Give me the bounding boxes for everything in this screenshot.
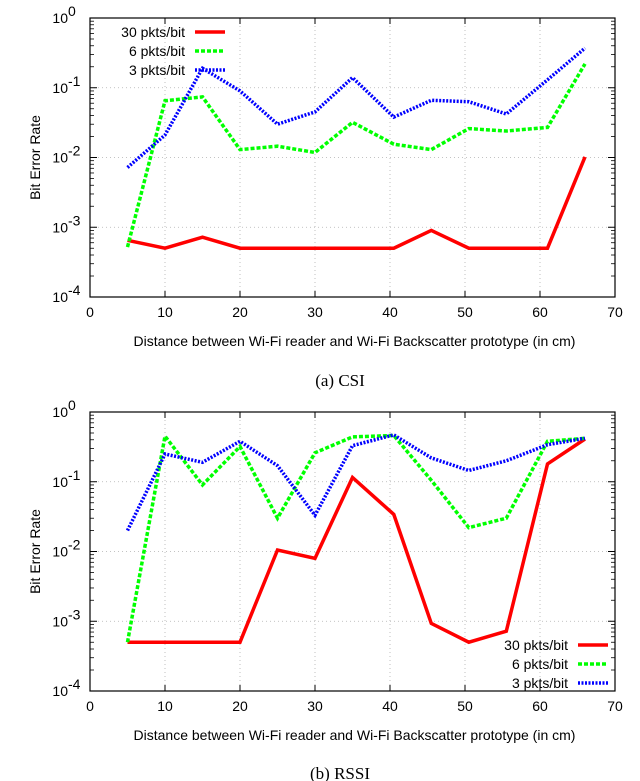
x-tick-label: 20 <box>232 304 248 320</box>
series-line-2 <box>125 432 586 643</box>
x-tick-label: 0 <box>86 698 94 714</box>
y-axis-label: Bit Error Rate <box>27 115 43 200</box>
y-tick-label: 10 <box>52 10 68 26</box>
y-tick-label: 10 <box>52 219 68 235</box>
x-tick-label: 50 <box>457 304 473 320</box>
y-tick-label-exponent: -4 <box>68 676 81 692</box>
x-tick-label: 40 <box>382 304 398 320</box>
legend-label: 3 pkts/bit <box>129 62 185 78</box>
series-line-2 <box>125 63 587 248</box>
x-tick-label: 10 <box>157 304 173 320</box>
x-tick-label: 70 <box>607 698 623 714</box>
y-tick-label: 10 <box>52 404 68 420</box>
series-line-3 <box>125 433 586 532</box>
x-tick-label: 70 <box>607 304 623 320</box>
y-tick-label-exponent: 0 <box>68 397 76 413</box>
series-line-1 <box>127 437 586 645</box>
y-tick-label: 10 <box>52 683 68 699</box>
x-tick-label: 20 <box>232 698 248 714</box>
y-tick-label: 10 <box>52 613 68 629</box>
y-axis-label: Bit Error Rate <box>27 509 43 594</box>
x-tick-label: 10 <box>157 698 173 714</box>
x-tick-label: 40 <box>382 698 398 714</box>
y-tick-label-exponent: -1 <box>68 467 81 483</box>
legend-label: 6 pkts/bit <box>512 656 568 672</box>
y-tick-label-exponent: -3 <box>68 606 81 622</box>
chart-caption: (b) RSSI <box>310 764 370 781</box>
legend: 30 pkts/bit 6 pkts/bit 3 pkts/bit <box>121 24 225 78</box>
series-line-1 <box>127 156 587 251</box>
y-tick-label: 10 <box>52 544 68 560</box>
legend-label: 6 pkts/bit <box>129 43 185 59</box>
x-tick-label: 30 <box>307 698 323 714</box>
legend-label: 3 pkts/bit <box>512 675 568 691</box>
chart-caption: (a) CSI <box>315 371 365 390</box>
grid <box>90 18 615 297</box>
legend: 30 pkts/bit 6 pkts/bit 3 pkts/bit <box>504 637 608 691</box>
plot-frame <box>89 411 616 692</box>
x-tick-label: 0 <box>86 304 94 320</box>
x-tick-label: 30 <box>307 304 323 320</box>
x-axis-label: Distance between Wi-Fi reader and Wi-Fi … <box>134 333 576 349</box>
plot-frame <box>89 17 616 298</box>
y-tick-label: 10 <box>52 80 68 96</box>
y-tick-label-exponent: -1 <box>68 73 81 89</box>
y-tick-label-exponent: -4 <box>68 282 81 298</box>
legend-label: 30 pkts/bit <box>121 24 185 40</box>
x-tick-label: 50 <box>457 698 473 714</box>
legend-label: 30 pkts/bit <box>504 637 568 653</box>
y-tick-label-exponent: -2 <box>68 143 81 159</box>
y-tick-label: 10 <box>52 289 68 305</box>
y-tick-label: 10 <box>52 150 68 166</box>
y-tick-label-exponent: -2 <box>68 537 81 553</box>
x-tick-label: 60 <box>532 698 548 714</box>
y-tick-label: 10 <box>52 474 68 490</box>
series-line-3 <box>126 46 587 169</box>
y-tick-label-exponent: 0 <box>68 3 76 19</box>
grid <box>90 412 615 691</box>
y-tick-label-exponent: -3 <box>68 212 81 228</box>
x-tick-label: 60 <box>532 304 548 320</box>
x-axis-label: Distance between Wi-Fi reader and Wi-Fi … <box>134 727 576 743</box>
